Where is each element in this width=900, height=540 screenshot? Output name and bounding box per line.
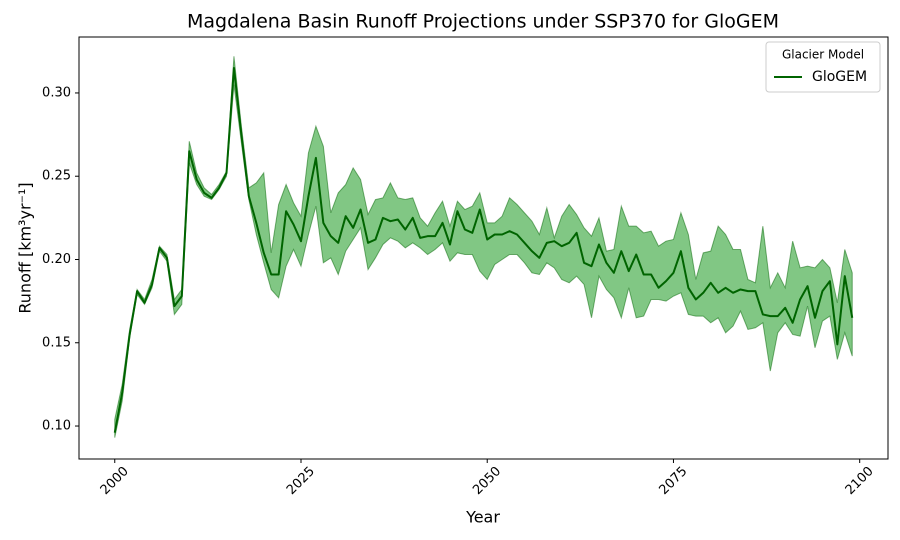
- y-tick-label: 0.30: [42, 85, 71, 100]
- plot-frame: [78, 36, 889, 460]
- uncertainty-band: [114, 56, 853, 438]
- y-axis-label: Runoff [km³yr⁻¹]: [16, 182, 35, 313]
- x-axis-label: Year: [465, 508, 500, 527]
- legend-box: [765, 41, 881, 93]
- y-tick-label: 0.15: [42, 335, 71, 350]
- y-tick-label: 0.25: [42, 169, 71, 184]
- y-tick-label: 0.20: [42, 252, 71, 267]
- legend-title: Glacier Model: [782, 48, 864, 62]
- y-tick-label: 0.10: [42, 419, 71, 434]
- legend-label: GloGEM: [812, 69, 867, 85]
- chart-title: Magdalena Basin Runoff Projections under…: [187, 11, 779, 33]
- series-line: [113, 66, 854, 433]
